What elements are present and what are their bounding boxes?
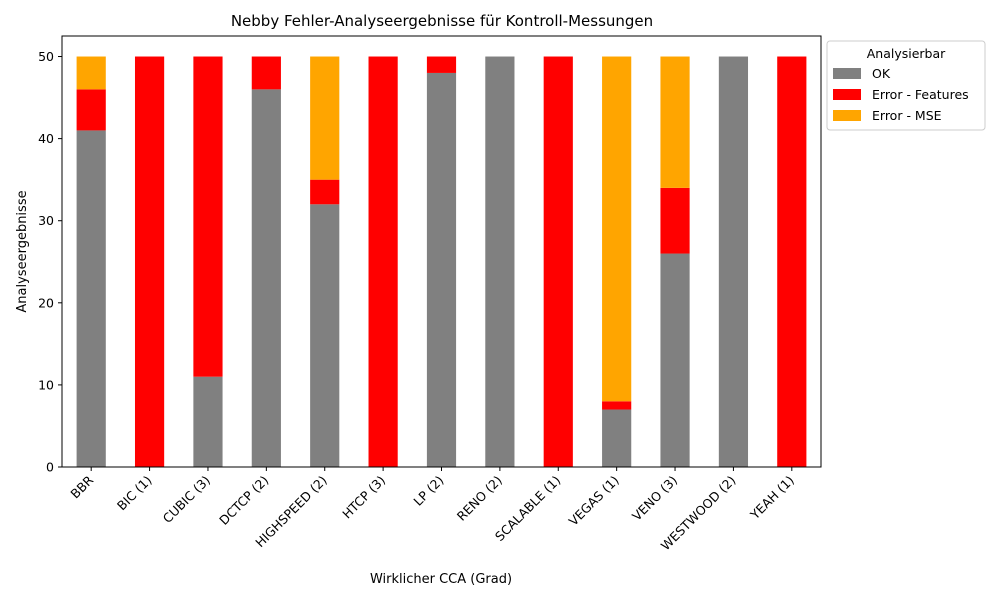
legend-swatch-error-mse (833, 110, 861, 121)
bar-segment-error-features-0 (76, 89, 106, 131)
y-tick-label: 10 (38, 377, 54, 392)
legend-box (826, 40, 986, 131)
bar-segment-ok-3 (251, 89, 281, 468)
bar-segment-error-features-8 (543, 56, 573, 468)
bar-segment-error-mse-9 (602, 56, 632, 402)
chart-title: Nebby Fehler-Analyseergebnisse für Kontr… (231, 12, 653, 30)
y-tick-label: 30 (38, 213, 54, 228)
bar-segment-ok-7 (485, 56, 515, 468)
bar-segment-error-features-2 (193, 56, 223, 377)
bar-segment-error-features-4 (310, 179, 340, 205)
y-tick-label: 50 (38, 49, 54, 64)
bar-segment-error-features-12 (777, 56, 807, 468)
bar-segment-error-features-10 (660, 187, 690, 254)
bar-segment-error-features-1 (134, 56, 165, 468)
bar-segment-error-features-3 (251, 56, 281, 90)
bar-segment-ok-10 (660, 253, 690, 467)
legend-label: OK (872, 66, 891, 81)
bar-segment-ok-9 (602, 409, 632, 467)
legend-swatch-ok (833, 68, 861, 79)
bar-segment-ok-2 (193, 376, 223, 467)
legend-swatch-error-features (833, 89, 861, 100)
legend: Analysierbar OK Error - Features Error - M… (826, 40, 986, 131)
y-tick-label: 20 (38, 295, 54, 310)
bar-segment-ok-6 (426, 72, 457, 467)
bar-segment-error-mse-10 (660, 56, 690, 188)
y-tick-label: 40 (38, 131, 54, 146)
legend-label: Error - Features (872, 87, 969, 102)
y-tick-label: 0 (46, 460, 54, 475)
bar-segment-ok-4 (310, 204, 340, 468)
legend-label: Error - MSE (872, 108, 942, 123)
bar-segment-error-features-9 (602, 401, 632, 410)
bar-segment-error-features-6 (426, 56, 457, 73)
bars-group (76, 56, 807, 468)
bar-segment-ok-0 (76, 130, 106, 467)
legend-title: Analysierbar (867, 46, 946, 61)
x-axis-label: Wirklicher CCA (Grad) (370, 572, 512, 587)
y-axis-label: Analyseergebnisse (15, 190, 30, 312)
bar-segment-error-features-5 (368, 56, 398, 468)
bar-segment-ok-11 (718, 56, 749, 468)
bar-segment-error-mse-0 (76, 56, 106, 90)
bar-segment-error-mse-4 (310, 56, 340, 180)
